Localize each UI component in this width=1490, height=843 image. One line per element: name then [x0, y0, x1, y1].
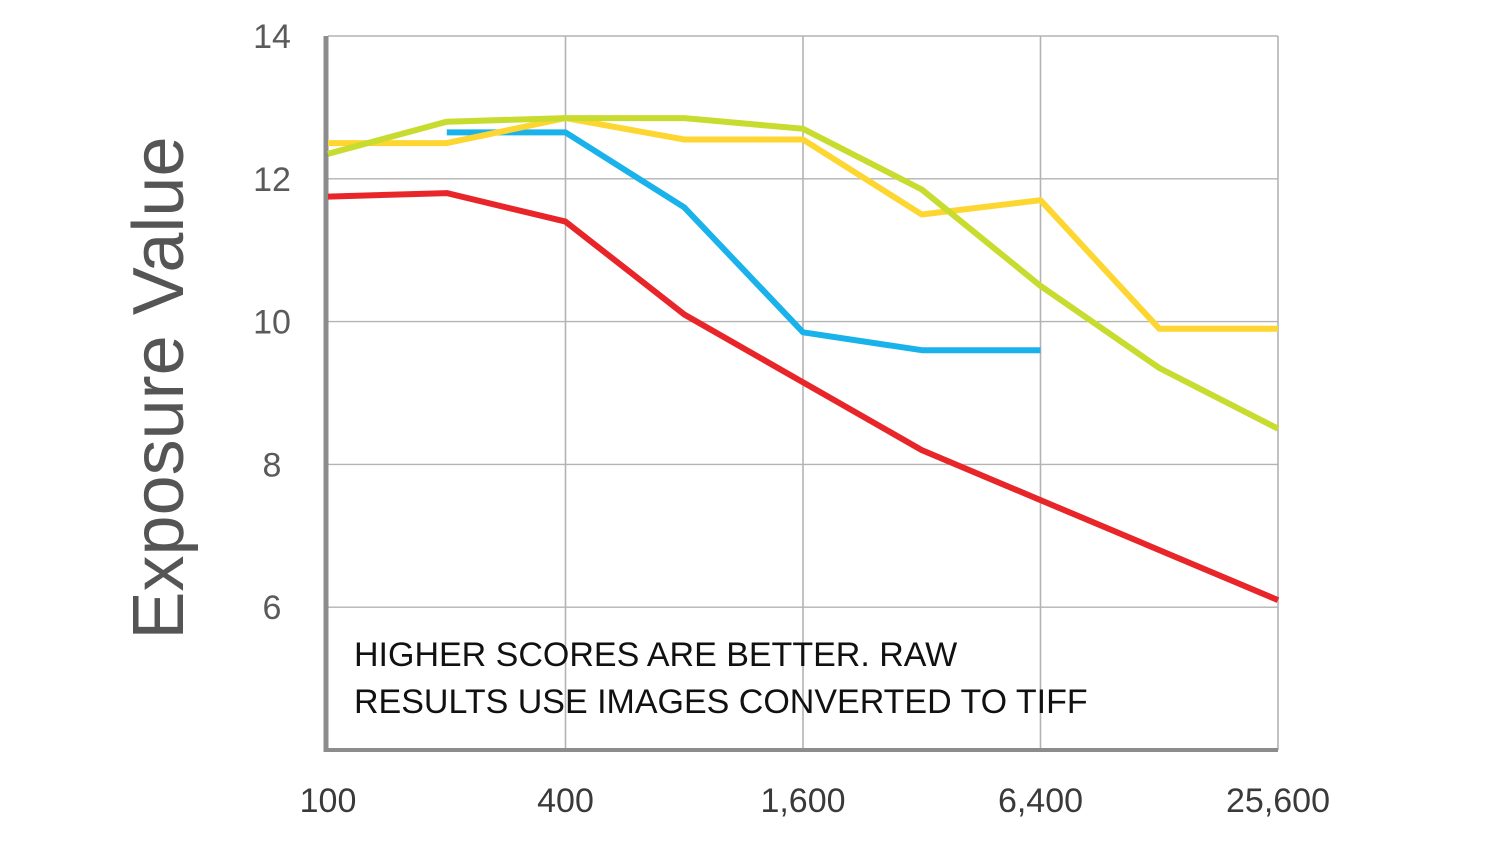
series-line-2: [446, 129, 1041, 354]
series-line-1: [327, 190, 1280, 603]
x-tick-labels: 100 400 1,600 6,400 25,600: [300, 782, 1330, 820]
y-tick-label: 14: [253, 18, 291, 56]
series-line-3: [328, 115, 1278, 332]
y-tick-labels: 6 8 10 12 14: [253, 18, 291, 627]
grid-lines: [328, 35, 1279, 750]
y-axis-label: Exposure Value: [119, 137, 199, 640]
x-tick-label: 1,600: [760, 782, 845, 820]
annotation-line-1: HIGHER SCORES ARE BETTER. RAW: [354, 636, 957, 674]
x-tick-label: 25,600: [1226, 782, 1330, 820]
x-tick-label: 6,400: [998, 782, 1083, 820]
axes: [323, 36, 1278, 752]
series-line-4: [327, 115, 1280, 432]
y-tick-label: 10: [253, 304, 291, 342]
y-tick-label: 6: [263, 589, 282, 627]
y-tick-label: 8: [263, 446, 282, 484]
y-tick-label: 12: [253, 161, 291, 199]
x-tick-label: 400: [537, 782, 594, 820]
x-tick-label: 100: [300, 782, 357, 820]
series-lines: [327, 115, 1280, 603]
annotation-line-2: RESULTS USE IMAGES CONVERTED TO TIFF: [354, 683, 1088, 721]
